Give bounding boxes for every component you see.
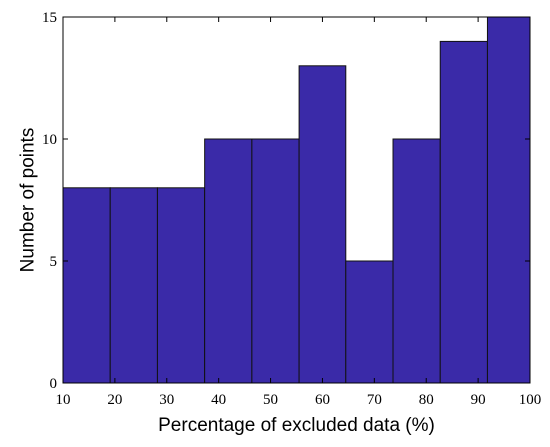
y-tick-label: 0 <box>50 376 58 392</box>
bar-1 <box>62 187 111 384</box>
bar-6 <box>298 65 347 384</box>
bar-8 <box>392 138 441 384</box>
x-axis-ticks: 10 20 30 40 50 60 70 80 90 100 <box>56 17 542 408</box>
x-axis-label: Percentage of excluded data (%) <box>158 415 435 436</box>
x-tick-label: 10 <box>56 392 71 408</box>
x-tick-label: 20 <box>107 392 122 408</box>
y-tick-label: 5 <box>50 254 58 270</box>
axes-box <box>62 16 531 384</box>
bar-3 <box>156 187 206 384</box>
x-tick-label: 90 <box>471 392 486 408</box>
x-tick-label: 100 <box>519 392 542 408</box>
x-tick-label: 40 <box>211 392 226 408</box>
bar-5 <box>251 138 300 384</box>
y-tick-label: 10 <box>42 132 57 148</box>
y-axis-label: Number of points <box>18 128 39 273</box>
bar-4 <box>204 138 253 384</box>
plot-frame <box>62 16 531 384</box>
bar-2 <box>109 187 158 384</box>
bar-7 <box>345 260 394 384</box>
x-tick-label: 80 <box>419 392 434 408</box>
x-tick-label: 50 <box>263 392 278 408</box>
bar-10 <box>486 16 531 384</box>
y-axis-ticks: 0 5 10 15 <box>42 10 530 392</box>
x-tick-label: 30 <box>159 392 174 408</box>
bars-group <box>62 16 531 384</box>
bar-9 <box>439 40 488 384</box>
x-tick-label: 70 <box>367 392 382 408</box>
y-tick-label: 15 <box>42 10 57 26</box>
x-tick-label: 60 <box>315 392 330 408</box>
